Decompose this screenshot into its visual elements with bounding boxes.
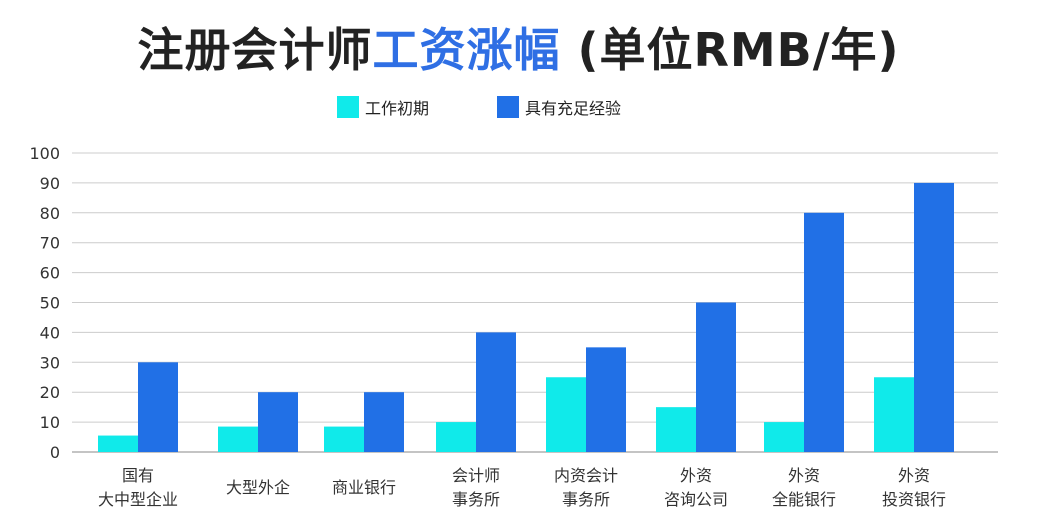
bar-entry bbox=[218, 426, 258, 452]
legend-swatch-entry bbox=[337, 96, 359, 118]
x-tick-label: 内资会计 bbox=[554, 466, 618, 485]
x-tick-label: 商业银行 bbox=[332, 478, 396, 497]
bar-experienced bbox=[138, 362, 178, 452]
bar-experienced bbox=[914, 182, 954, 452]
bar-experienced bbox=[476, 332, 516, 452]
bar-experienced bbox=[696, 302, 736, 452]
bar-entry bbox=[546, 377, 586, 452]
y-tick-label: 80 bbox=[40, 204, 60, 223]
legend-swatch-experienced bbox=[497, 96, 519, 118]
x-tick-label: 投资银行 bbox=[882, 490, 946, 509]
chart-legend: 工作初期 具有充足经验 bbox=[0, 95, 1037, 121]
bar-experienced bbox=[586, 347, 626, 452]
x-tick-label: 会计师 bbox=[452, 466, 500, 485]
bar-entry bbox=[98, 435, 138, 452]
legend-item-entry: 工作初期 bbox=[337, 95, 429, 119]
y-tick-label: 50 bbox=[40, 294, 60, 313]
x-tick-label: 咨询公司 bbox=[664, 490, 728, 509]
y-tick-label: 10 bbox=[40, 413, 60, 432]
bar-entry bbox=[764, 422, 804, 452]
legend-label-experienced: 具有充足经验 bbox=[525, 99, 622, 118]
bar-experienced bbox=[364, 392, 404, 452]
y-tick-label: 0 bbox=[50, 443, 60, 462]
legend-label-entry: 工作初期 bbox=[365, 99, 430, 118]
x-tick-label: 外资 bbox=[680, 466, 712, 485]
chart-title-unit: (单位RMB/年) bbox=[560, 23, 900, 77]
legend-item-experienced: 具有充足经验 bbox=[497, 95, 621, 119]
x-tick-label: 大中型企业 bbox=[98, 490, 178, 509]
y-tick-label: 60 bbox=[40, 264, 60, 283]
y-tick-label: 20 bbox=[40, 383, 60, 402]
chart-title: 注册会计师工资涨幅 (单位RMB/年) bbox=[0, 20, 1037, 80]
bar-experienced bbox=[804, 212, 844, 452]
y-tick-label: 30 bbox=[40, 353, 60, 372]
bar-entry bbox=[656, 407, 696, 452]
y-tick-label: 90 bbox=[40, 174, 60, 193]
bar-entry bbox=[436, 422, 476, 452]
bar-entry bbox=[324, 426, 364, 452]
chart-title-part-1: 注册会计师 bbox=[137, 23, 373, 77]
x-tick-label: 外资 bbox=[788, 466, 820, 485]
chart-title-highlight: 工资涨幅 bbox=[372, 23, 561, 77]
x-tick-label: 外资 bbox=[898, 466, 930, 485]
y-tick-label: 100 bbox=[29, 144, 60, 163]
x-tick-label: 事务所 bbox=[562, 490, 610, 509]
y-tick-label: 40 bbox=[40, 323, 60, 342]
x-tick-label: 全能银行 bbox=[772, 490, 836, 509]
y-tick-label: 70 bbox=[40, 234, 60, 253]
bar-entry bbox=[874, 377, 914, 452]
x-tick-label: 国有 bbox=[122, 466, 154, 485]
bar-experienced bbox=[258, 392, 298, 452]
x-tick-label: 大型外企 bbox=[226, 478, 290, 497]
x-tick-label: 事务所 bbox=[452, 490, 500, 509]
